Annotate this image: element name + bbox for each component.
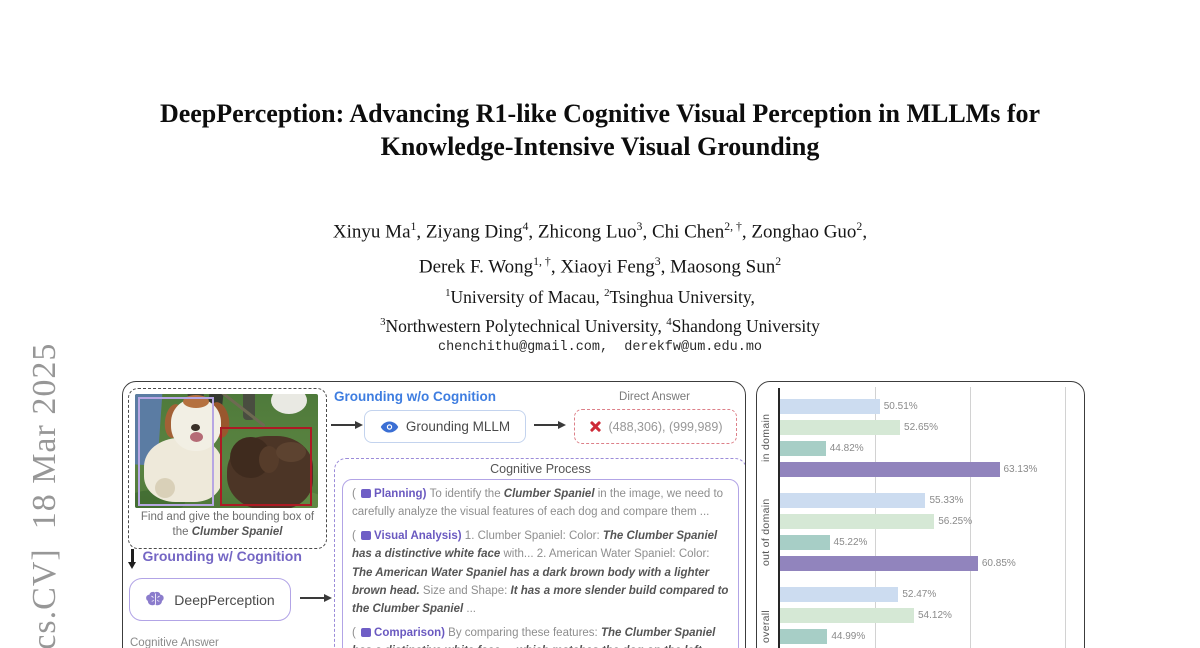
chart-plot: in domain 50.51% 52.65% 44.82% 63.13% out of … [760, 387, 1078, 648]
purple-bounding-box [138, 397, 214, 506]
heading-grounding-with-cognition: Grounding w/ Cognition [142, 548, 302, 564]
dog-american-water-spaniel [259, 446, 279, 473]
figure-chart-panel: in domain 50.51% 52.65% 44.82% 63.13% out of … [756, 381, 1085, 648]
deepperception-label: DeepPerception [174, 591, 275, 608]
chart-doc-icon [361, 628, 372, 638]
grounding-mllm-label: Grounding MLLM [405, 419, 511, 434]
affiliation-line: 1University of Macau, 2Tsinghua Universi… [445, 286, 755, 307]
chart-bar [780, 420, 901, 435]
down-arrow-icon [128, 549, 135, 569]
paper-title-line1: DeepPerception: Advancing R1-like Cognit… [159, 99, 1041, 128]
background-dog [271, 394, 307, 414]
cognitive-process-paragraph: ( Planning) To identify the Clumber Span… [352, 488, 724, 519]
chart-bar-row: 50.51% [780, 399, 1078, 414]
chart-bar-row: 60.85% [780, 556, 1078, 571]
cognitive-process-text: ( Planning) To identify the Clumber Span… [342, 479, 739, 648]
cognitive-process-box: Cognitive Process ( Planning) To identif… [334, 458, 745, 648]
chart-bar [780, 587, 899, 602]
chart-group: in domain 50.51% 52.65% 44.82% 63.13% [760, 399, 1078, 477]
dog-american-water-spaniel [276, 442, 306, 462]
chart-bar-value-label: 63.13% [1003, 464, 1038, 475]
chart-bar [780, 629, 828, 644]
chart-bar-row: 56.25% [780, 514, 1078, 529]
affiliation-line: 3Northwestern Polytechnical University, … [380, 315, 820, 336]
right-arrow-icon [331, 420, 363, 429]
direct-answer-box: (488,306), (999,989) [574, 409, 737, 444]
chart-gridline [1064, 387, 1067, 648]
chart-bar-value-label: 44.82% [829, 443, 864, 454]
query-box: Find and give the bounding box of the Cl… [128, 388, 327, 549]
cognitive-process-paragraph: ( Visual Analysis) 1. Clumber Spaniel: C… [352, 530, 729, 615]
dog-clumber-spaniel [191, 424, 200, 431]
chart-bar-value-label: 52.47% [902, 589, 937, 600]
arxiv-stamp: [cs.CV] 18 Mar 2025 [26, 342, 63, 648]
chart-bar-row: 55.33% [780, 493, 1078, 508]
book-icon [361, 489, 372, 498]
chart-bar [780, 462, 1000, 477]
chart-bar-value-label: 50.51% [883, 401, 918, 412]
cognitive-process-paragraph: ( Comparison) By comparing these feature… [352, 627, 716, 648]
chart-bar-row: 45.22% [780, 535, 1078, 550]
author-line: Xinyu Ma1, Ziyang Ding4, Zhicong Luo3, C… [332, 220, 868, 243]
chart-bar-row: 52.47% [780, 587, 1078, 602]
chart-bar-row: 44.99% [780, 629, 1078, 644]
heading-grounding-without-cognition: Grounding w/o Cognition [334, 389, 496, 404]
right-arrow-icon [300, 593, 332, 602]
magnifier-doc-icon [361, 531, 372, 541]
chart-y-axis [778, 388, 780, 648]
wrong-x-icon [589, 420, 602, 433]
chart-bar [780, 535, 830, 550]
query-caption: Find and give the bounding box of the Cl… [140, 511, 315, 538]
axis-category-label: overall [760, 609, 772, 643]
grounding-mllm-box: Grounding MLLM [364, 410, 526, 443]
author-line: Derek F. Wong1, †, Xiaoyi Feng3, Maosong… [418, 255, 782, 278]
dog-clumber-spaniel [190, 432, 203, 442]
chart-group: overall 52.47% 54.12% 44.99% [760, 587, 1078, 648]
chart-bar [780, 399, 880, 414]
contact-emails: chenchithu@gmail.com, derekfw@um.edu.mo [437, 340, 763, 355]
chart-bar-row: 44.82% [780, 441, 1078, 456]
eye-icon [380, 420, 399, 433]
cognitive-answer-title: Cognitive Answer [130, 637, 219, 648]
chart-bar [780, 514, 935, 529]
direct-answer-title: Direct Answer [619, 391, 690, 403]
red-bounding-box [220, 427, 312, 506]
right-arrow-icon [534, 420, 566, 429]
chart-bar-value-label: 54.12% [918, 610, 952, 621]
chart-bar-value-label: 52.65% [904, 422, 938, 433]
chart-bar [780, 441, 826, 456]
brain-icon [146, 591, 164, 606]
chart-gridline [969, 387, 972, 648]
paper-title-line2: Knowledge-Intensive Visual Grounding [380, 132, 820, 161]
chart-bar-value-label: 60.85% [981, 558, 1016, 569]
deepperception-box: DeepPerception [129, 578, 291, 621]
chart-bar-value-label: 56.25% [938, 516, 973, 527]
author-list: Xinyu Ma1, Ziyang Ding4, Zhicong Luo3, C… [0, 212, 1200, 283]
direct-answer-value: (488,306), (999,989) [608, 419, 723, 434]
chart-bar [780, 608, 914, 623]
chart-bar [780, 556, 978, 571]
query-image [135, 394, 318, 508]
cognitive-process-title: Cognitive Process [490, 462, 591, 476]
chart-bar-row: 63.13% [780, 462, 1078, 477]
chart-bar-value-label: 45.22% [833, 537, 868, 548]
chart-group: out of domain 55.33% 56.25% 45.22% 60.85% [760, 493, 1078, 571]
affiliations: 1University of Macau, 2Tsinghua Universi… [0, 281, 1200, 339]
chart-bar-value-label: 44.99% [831, 631, 866, 642]
chart-bar-value-label: 55.33% [929, 495, 964, 506]
chart-bar-row: 54.12% [780, 608, 1078, 623]
dog-clumber-spaniel [155, 478, 175, 498]
grounding-with-cognition-row: Grounding w/ Cognition [128, 548, 302, 569]
axis-category-label: out of domain [760, 498, 772, 566]
axis-category-label: in domain [760, 413, 772, 463]
chart-bar-row: 52.65% [780, 420, 1078, 435]
chart-bar [780, 493, 926, 508]
figure-diagram-panel: Find and give the bounding box of the Cl… [122, 381, 746, 648]
paper-title: DeepPerception: Advancing R1-like Cognit… [0, 97, 1200, 163]
